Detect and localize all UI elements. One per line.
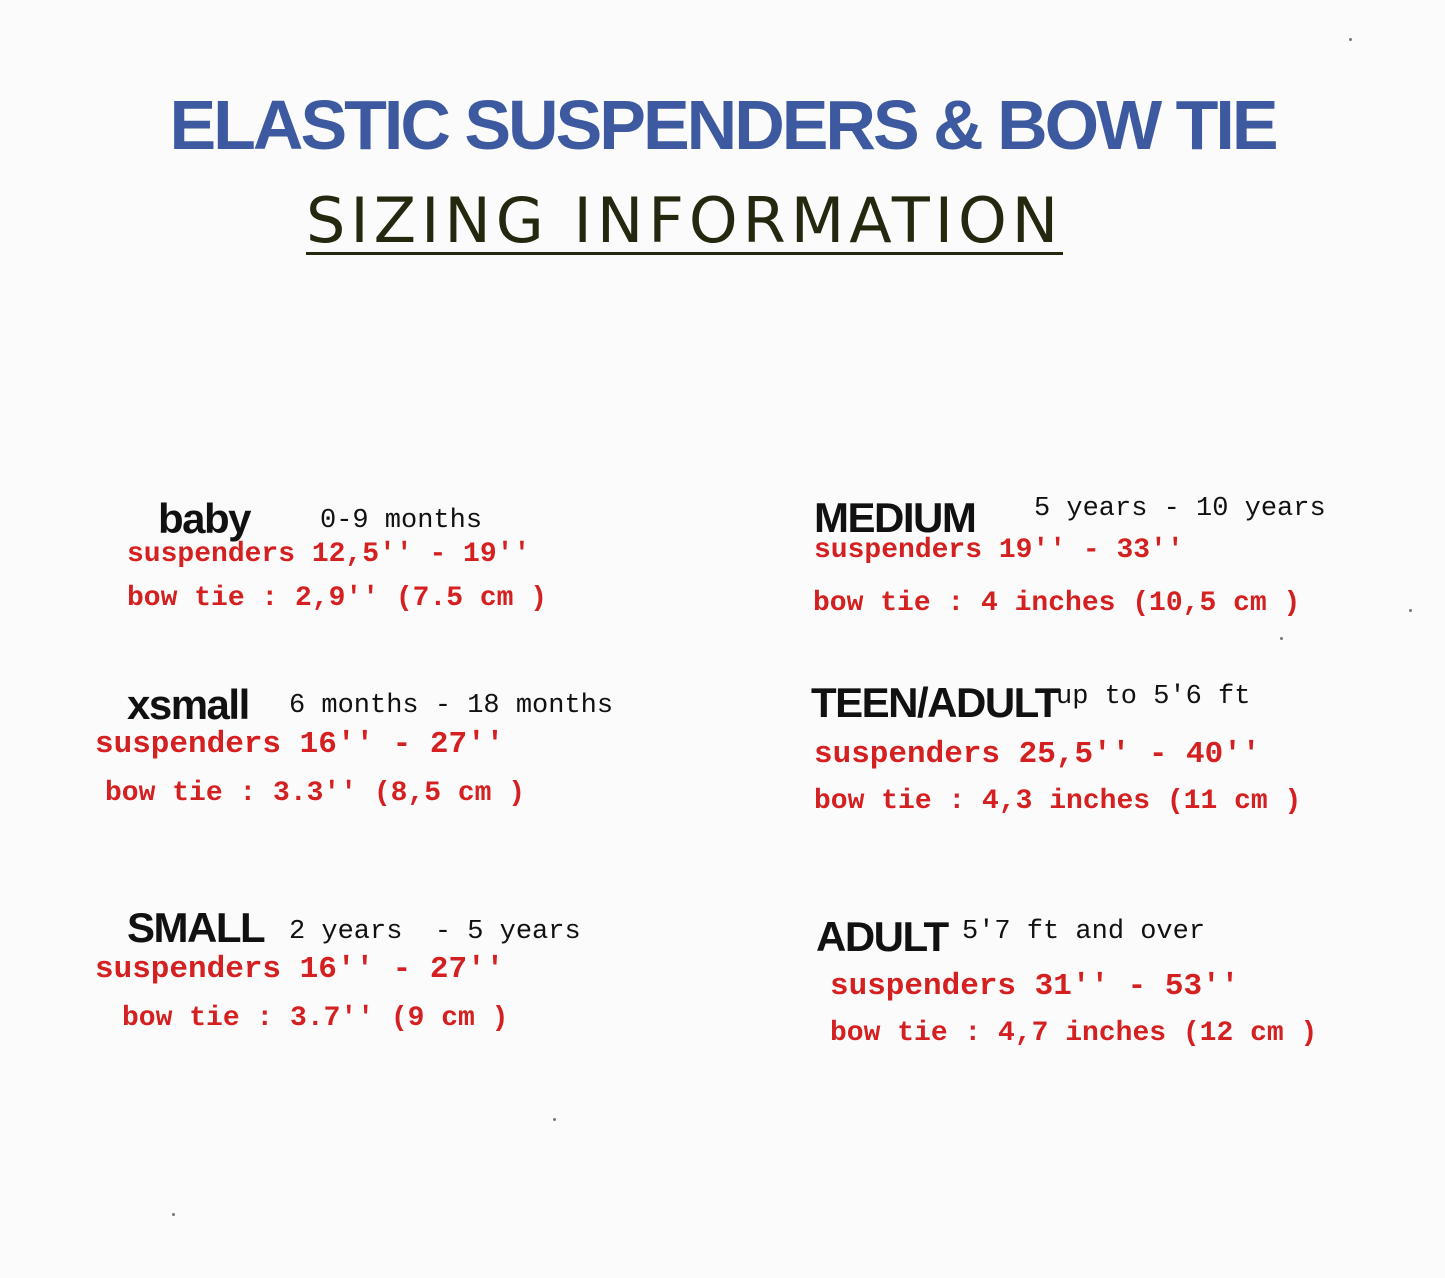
- page-subtitle: SIZING INFORMATION: [306, 184, 1064, 257]
- suspenders-xsmall: suspenders 16'' - 27'': [95, 727, 505, 762]
- size-age-xsmall: 6 months - 18 months: [289, 691, 614, 721]
- size-name-medium: MEDIUM: [814, 494, 977, 541]
- suspenders-baby: suspenders 12,5'' - 19'': [127, 539, 531, 570]
- page-title: ELASTIC SUSPENDERS & BOW TIE: [169, 86, 1278, 164]
- bow-tie-baby: bow tie : 2,9'' (7.5 cm ): [127, 583, 548, 614]
- bow-tie-adult: bow tie : 4,7 inches (12 cm ): [830, 1018, 1318, 1049]
- suspenders-small: suspenders 16'' - 27'': [95, 952, 505, 987]
- size-name-teen-adult: TEEN/ADULT: [811, 679, 1060, 726]
- speck: [172, 1213, 175, 1216]
- bow-tie-medium: bow tie : 4 inches (10,5 cm ): [813, 588, 1301, 619]
- bow-tie-small: bow tie : 3.7'' (9 cm ): [122, 1003, 509, 1034]
- suspenders-medium: suspenders 19'' - 33'': [814, 535, 1184, 566]
- size-age-small: 2 years - 5 years: [289, 917, 581, 947]
- suspenders-teen-adult: suspenders 25,5'' - 40'': [814, 737, 1261, 772]
- size-name-baby: baby: [158, 495, 252, 542]
- speck: [1280, 637, 1283, 640]
- bow-tie-teen-adult: bow tie : 4,3 inches (11 cm ): [814, 786, 1302, 817]
- size-age-adult: 5'7 ft and over: [962, 917, 1206, 947]
- suspenders-adult: suspenders 31'' - 53'': [830, 969, 1240, 1004]
- bow-tie-xsmall: bow tie : 3.3'' (8,5 cm ): [105, 778, 526, 809]
- size-age-baby: 0-9 months: [320, 506, 483, 536]
- speck: [553, 1118, 556, 1121]
- size-name-small: SMALL: [127, 904, 266, 951]
- speck: [1349, 38, 1352, 41]
- speck: [1409, 609, 1412, 612]
- size-age-teen-adult: up to 5'6 ft: [1056, 682, 1251, 712]
- size-name-adult: ADULT: [816, 913, 949, 960]
- size-name-xsmall: xsmall: [127, 681, 250, 728]
- size-age-medium: 5 years - 10 years: [1034, 494, 1326, 524]
